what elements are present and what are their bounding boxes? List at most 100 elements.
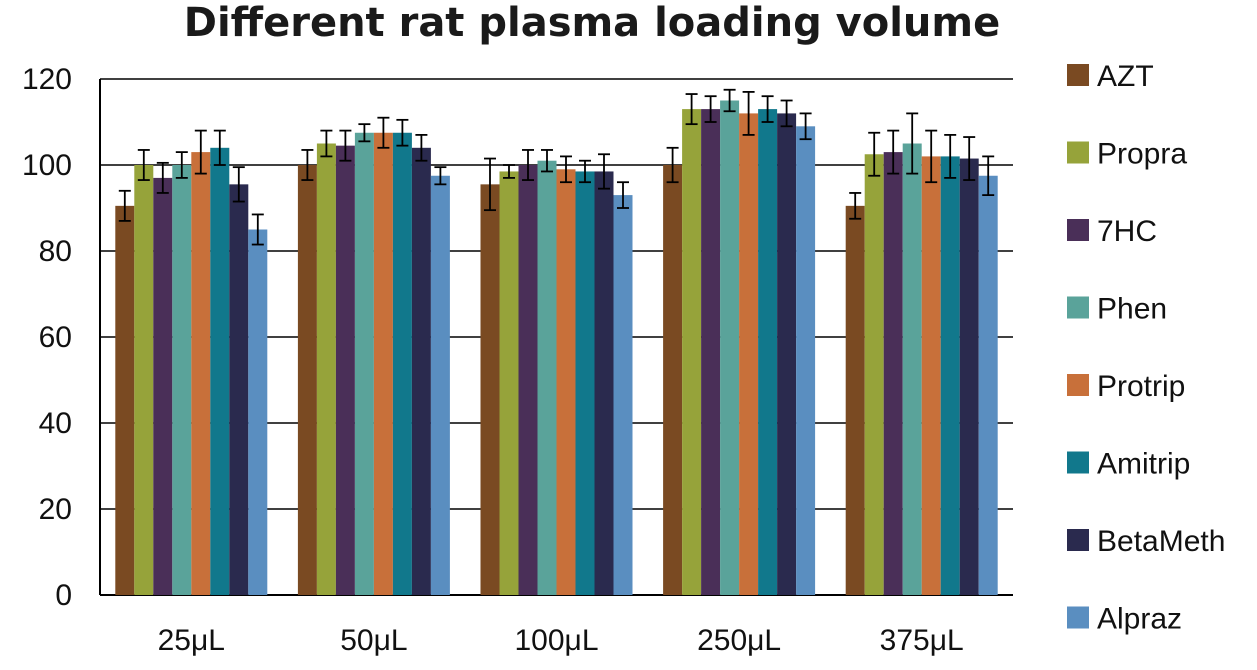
error-bar (232, 166, 245, 203)
bar-amitrip-3 (758, 109, 778, 595)
legend-item-propra: Propra (1067, 138, 1187, 171)
legend-label: 7HC (1097, 215, 1157, 248)
error-bar (868, 131, 881, 177)
error-bar (849, 192, 862, 220)
error-bars (118, 88, 995, 246)
error-bar (723, 88, 736, 113)
x-tick-label: 375μL (880, 624, 964, 657)
bar-protrip-2 (556, 169, 576, 596)
error-bar (194, 129, 207, 175)
y-axis-ticks: 0 20 40 60 80 100 120 (22, 63, 72, 612)
bar-propra-1 (316, 143, 336, 595)
bar-phen-1 (354, 132, 374, 595)
bar-betameth-1 (411, 147, 431, 596)
error-bar (666, 146, 679, 184)
error-bar (415, 133, 428, 162)
legend-item-betameth: BetaMeth (1067, 525, 1225, 558)
error-bar (484, 157, 496, 212)
bar-alpraz-4 (978, 175, 998, 595)
bar-7hc-0 (153, 177, 173, 595)
legend-swatch (1067, 141, 1089, 164)
error-bar (156, 161, 169, 194)
legend-label: AZT (1097, 60, 1154, 93)
error-bar (541, 149, 553, 173)
bar-propra-2 (499, 171, 519, 595)
legend-swatch (1067, 219, 1089, 241)
bar-propra-4 (864, 154, 884, 595)
bar-azt-1 (297, 165, 317, 595)
error-bar (251, 213, 264, 246)
x-tick-label: 250μL (697, 624, 781, 657)
bar-betameth-3 (777, 113, 797, 596)
bar-amitrip-1 (392, 132, 412, 595)
bar-protrip-3 (739, 113, 759, 596)
error-bar (434, 166, 447, 186)
error-bar (560, 155, 572, 184)
y-tick-label: 80 (39, 235, 72, 268)
chart-title: Different rat plasma loading volume (184, 0, 1000, 46)
error-bar (301, 149, 314, 181)
bars (115, 100, 998, 596)
bar-amitrip-2 (575, 171, 595, 595)
error-bar (617, 181, 629, 209)
x-tick-label: 100μL (514, 624, 598, 657)
bar-betameth-0 (229, 184, 249, 595)
legend-label: Propra (1097, 138, 1187, 171)
legend-swatch (1067, 64, 1089, 86)
error-bar (780, 99, 793, 128)
bar-phen-0 (172, 165, 192, 595)
y-tick-label: 40 (39, 407, 72, 440)
error-bar (137, 149, 150, 181)
error-bar (320, 129, 333, 158)
legend-swatch (1067, 451, 1089, 474)
bar-alpraz-2 (613, 195, 633, 595)
error-bar (906, 112, 919, 175)
error-bar (887, 129, 900, 175)
y-tick-label: 100 (22, 149, 72, 182)
bar-propra-3 (682, 109, 702, 595)
legend-item-phen: Phen (1067, 293, 1167, 326)
error-bar (358, 123, 371, 143)
error-bar (118, 189, 131, 222)
error-bar (799, 112, 812, 141)
legend-label: Protrip (1097, 370, 1185, 403)
bar-propra-0 (134, 165, 154, 595)
legend-item-amitrip: Amitrip (1067, 448, 1190, 481)
bar-azt-4 (845, 205, 865, 595)
error-bar (377, 116, 390, 149)
error-bar (598, 153, 610, 190)
bar-amitrip-4 (940, 156, 960, 595)
bar-7hc-2 (518, 165, 538, 595)
bar-amitrip-0 (210, 147, 230, 596)
x-tick-label: 25μL (158, 624, 225, 657)
legend-swatch (1067, 606, 1089, 629)
x-axis-ticks: 25μL 50μL 100μL 250μL 375μL (158, 624, 964, 657)
bar-alpraz-3 (796, 126, 816, 596)
legend-swatch (1067, 529, 1089, 551)
bar-phen-2 (537, 160, 557, 595)
error-bar (175, 151, 188, 179)
bar-protrip-1 (373, 132, 393, 595)
bar-azt-3 (663, 165, 683, 595)
bar-betameth-2 (594, 171, 614, 595)
y-tick-label: 0 (55, 579, 72, 612)
error-bar (503, 164, 515, 179)
legend-item-alpraz: Alpraz (1067, 603, 1182, 636)
x-tick-label: 50μL (340, 624, 407, 657)
bar-azt-2 (480, 184, 500, 595)
legend-item-azt: AZT (1067, 60, 1154, 93)
error-bar (761, 95, 774, 123)
bar-protrip-4 (921, 156, 941, 595)
bar-alpraz-1 (430, 175, 450, 595)
bar-azt-0 (115, 205, 135, 595)
y-tick-label: 20 (39, 493, 72, 526)
bar-phen-3 (720, 100, 740, 595)
legend-label: BetaMeth (1097, 525, 1225, 558)
error-bar (925, 129, 938, 184)
legend: AZT Propra 7HC Phen Protrip Amitrip BetaMeth Al… (1067, 60, 1225, 636)
error-bar (982, 155, 995, 197)
bar-protrip-0 (191, 152, 211, 595)
error-bar (579, 159, 591, 184)
bar-7hc-3 (701, 109, 721, 595)
